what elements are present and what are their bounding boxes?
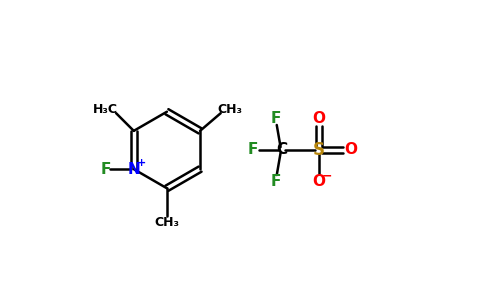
Text: F: F bbox=[271, 111, 281, 126]
Text: CH₃: CH₃ bbox=[154, 216, 180, 229]
Text: F: F bbox=[271, 174, 281, 189]
Text: O: O bbox=[312, 174, 325, 189]
Text: S: S bbox=[313, 141, 325, 159]
Text: −: − bbox=[322, 170, 333, 183]
Text: H₃C: H₃C bbox=[93, 103, 118, 116]
Text: CH₃: CH₃ bbox=[217, 103, 242, 116]
Text: +: + bbox=[136, 158, 146, 168]
Text: C: C bbox=[276, 142, 287, 158]
Text: F: F bbox=[101, 162, 111, 177]
Text: N: N bbox=[127, 162, 140, 177]
Text: O: O bbox=[344, 142, 357, 158]
Text: F: F bbox=[248, 142, 258, 158]
Text: O: O bbox=[312, 111, 325, 126]
